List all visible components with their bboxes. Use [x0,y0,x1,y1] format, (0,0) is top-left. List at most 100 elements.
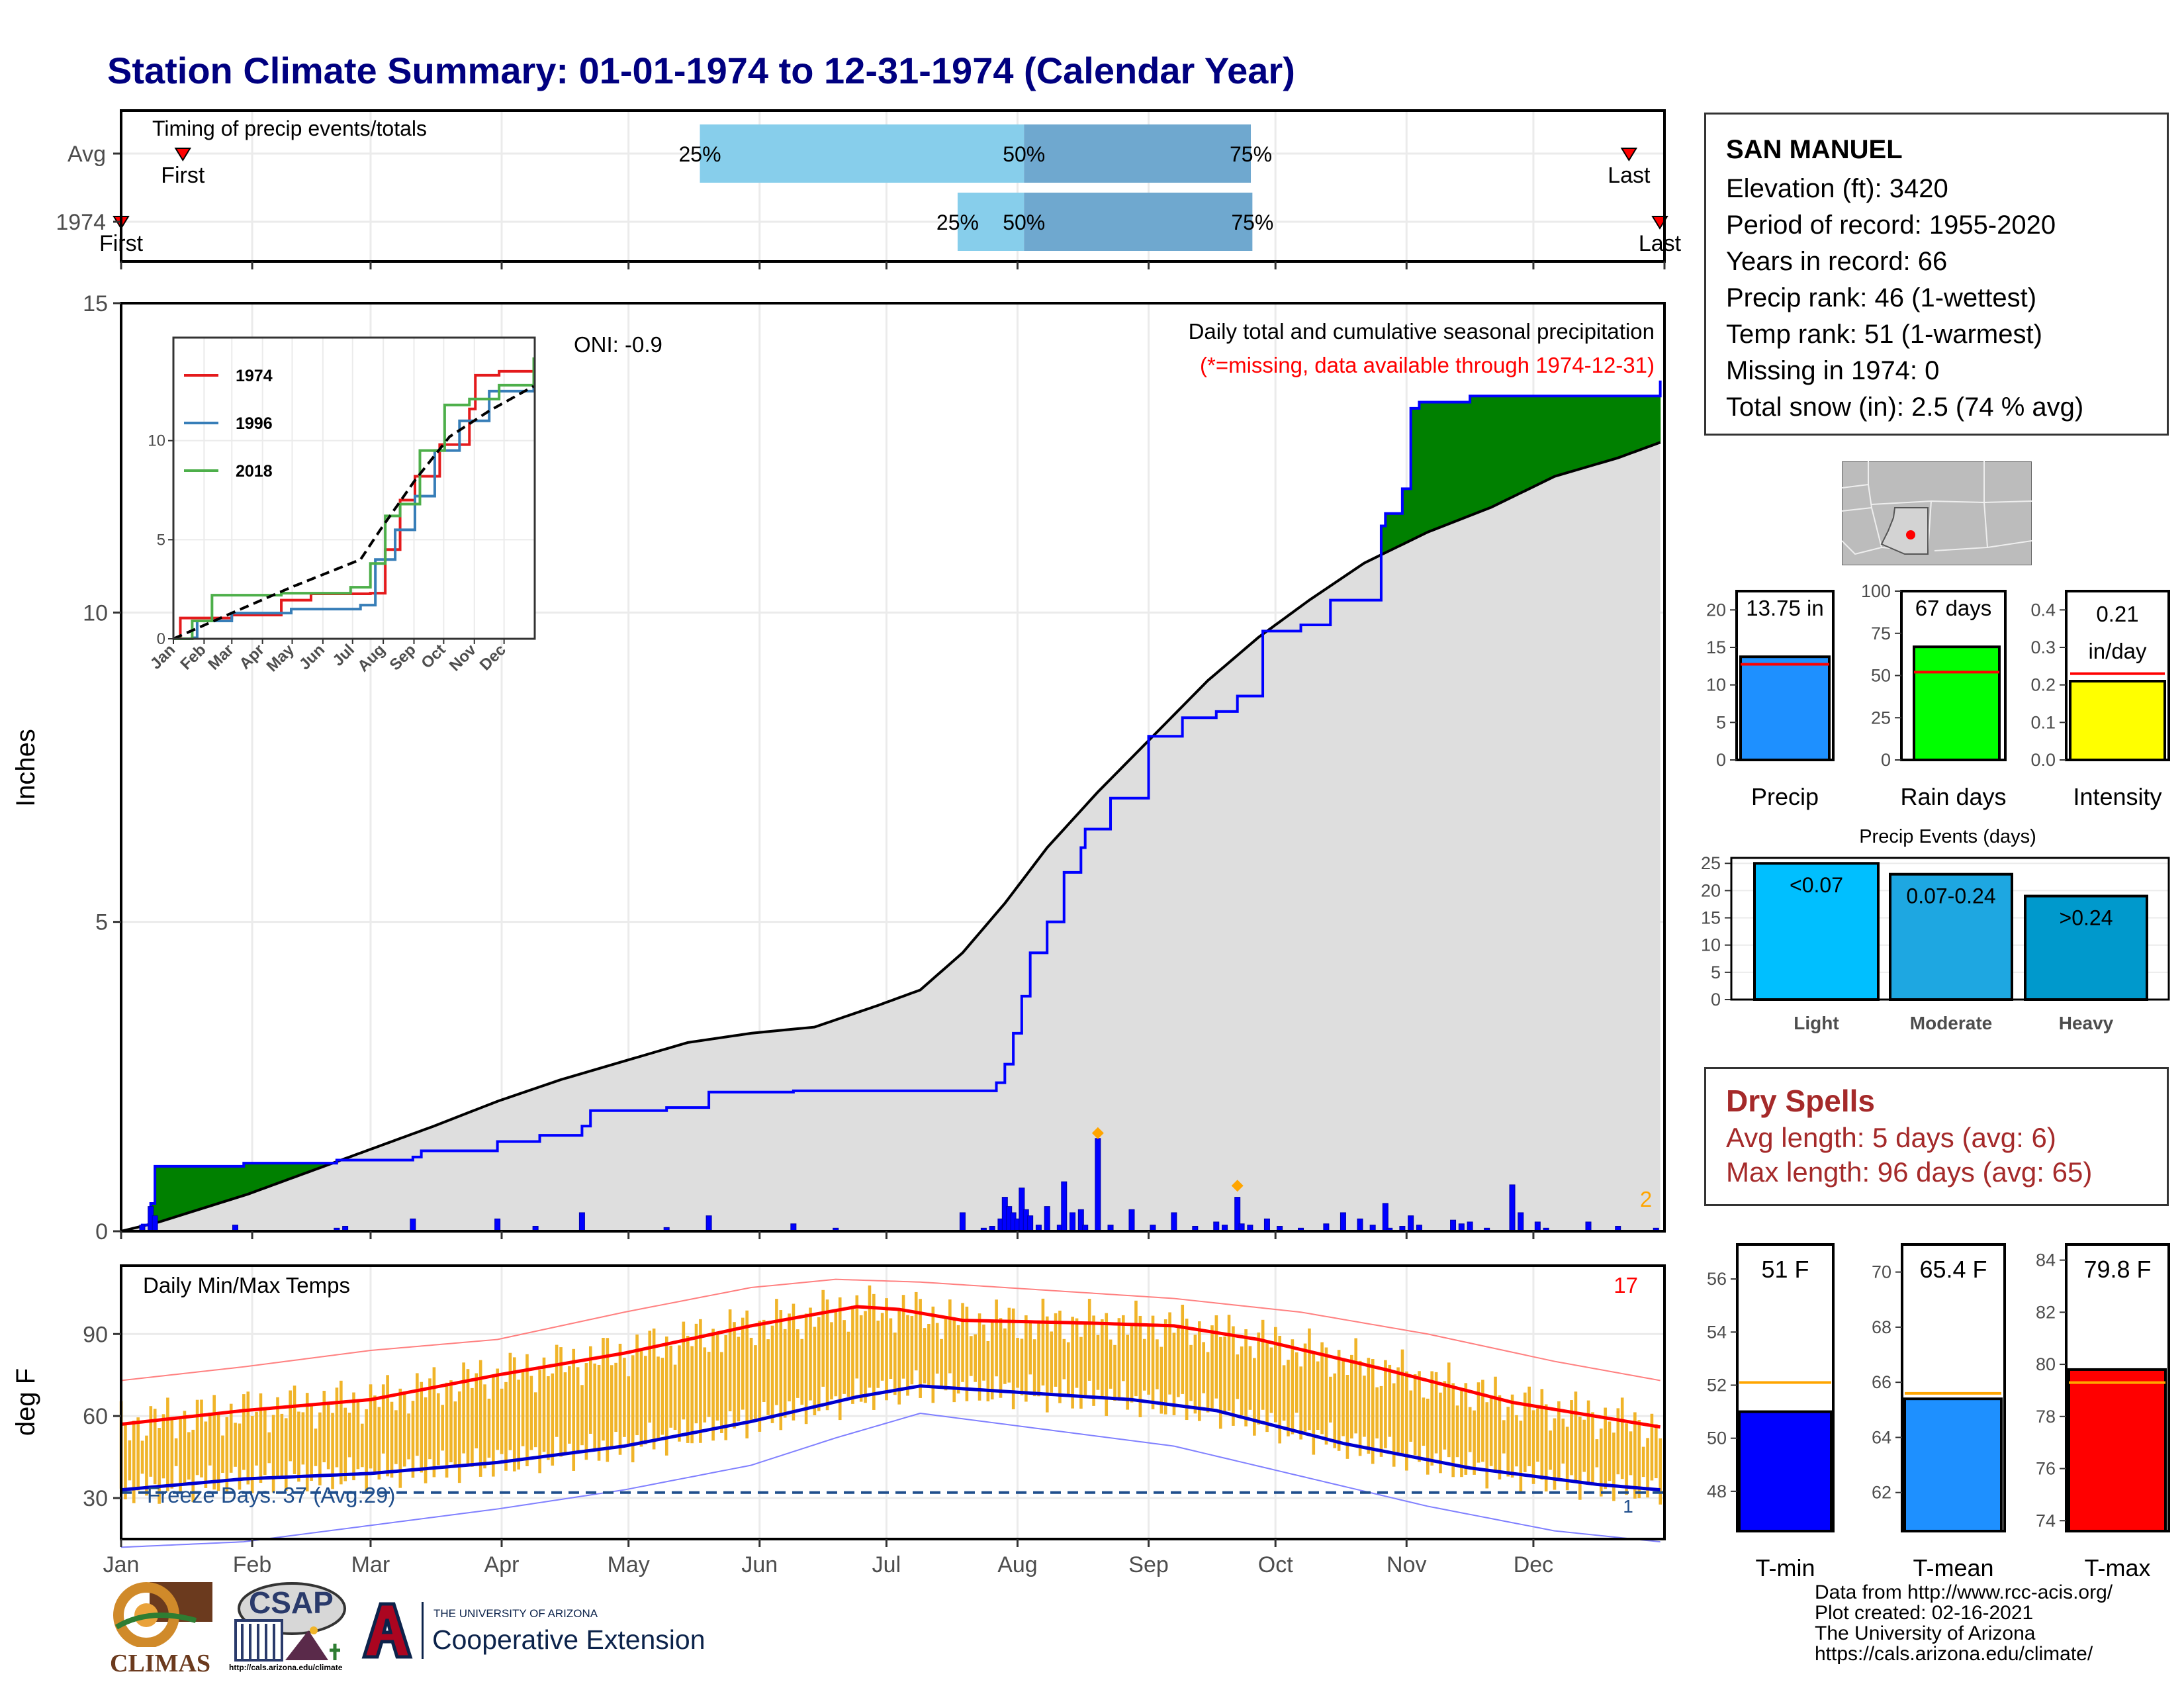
temp-x-tick-label: Sep [1128,1552,1169,1577]
daily-temp-bar [360,1423,364,1468]
daily-temp-bar [381,1384,385,1454]
daily-temp-bar [893,1333,897,1395]
daily-temp-bar [547,1376,550,1460]
station-info-box: SAN MANUEL Elevation (ft): 3420 Period o… [1704,113,2169,436]
daily-temp-bar [432,1367,436,1477]
above-normal-area [159,1166,164,1222]
daily-temp-bar [796,1329,799,1398]
daily-temp-bar [1506,1407,1510,1477]
daily-temp-bar [724,1335,728,1440]
temp-x-tick-label: May [608,1552,650,1577]
daily-temp-bar [1016,1338,1019,1388]
daily-temp-bar [897,1308,901,1405]
temp-bottom-count: 1 [1623,1496,1633,1517]
daily-temp-bar [1515,1415,1518,1467]
daily-temp-bar [441,1405,444,1451]
t-max-value-label: 79.8 F [2083,1256,2151,1283]
daily-temp-bar [1443,1381,1447,1450]
inset-series-line [173,366,535,640]
daily-temp-bar [842,1320,846,1394]
precip-events-y-tick-label: 0 [1711,990,1721,1009]
above-normal-area [244,1163,249,1196]
daily-temp-bar [817,1317,821,1411]
daily-temp-bar [542,1357,546,1452]
daily-temp-bar [365,1409,368,1493]
precip-events-border [1730,857,2170,1001]
daily-temp-bar [529,1376,533,1450]
daily-temp-bar [221,1435,224,1474]
daily-temp-bar [170,1420,174,1489]
daily-temp-bar [394,1410,398,1464]
above-normal-area [218,1166,223,1203]
precip-total-bar [1739,655,1831,762]
daily-temp-bar [420,1382,424,1473]
daily-temp-bar [1223,1336,1226,1413]
daily-temp-bar [1612,1432,1615,1501]
university-a-icon [361,1602,413,1659]
above-normal-area [1449,402,1454,524]
daily-temp-bar [280,1413,284,1477]
above-normal-area [1596,396,1602,465]
daily-temp-bar [1181,1304,1185,1394]
daily-temp-bar [1510,1394,1514,1478]
daily-temp-bar [1655,1424,1658,1479]
above-normal-area [1495,396,1500,506]
daily-temp-bar [944,1316,948,1391]
daily-temp-bar [1269,1347,1273,1413]
page-title: Station Climate Summary: 01-01-1974 to 1… [107,50,1295,91]
timing-row-label: Avg [68,142,106,167]
intensity-value-label: 0.21 [2096,602,2138,626]
daily-temp-bar [1160,1346,1163,1414]
daily-temp-bar [1358,1360,1362,1456]
station-precip-rank: Precip rank: 46 (1-wettest) [1726,283,2037,312]
precip-y-tick-label: 15 [83,291,108,316]
daily-temp-bar [1337,1350,1341,1451]
daily-temp-bar [1050,1331,1053,1393]
daily-temp-bar [453,1401,457,1467]
daily-temp-bar [1388,1364,1392,1437]
daily-temp-bar [1625,1423,1628,1495]
precip-events-category: Moderate [1910,1013,1992,1033]
daily-temp-bar [1232,1326,1235,1426]
above-normal-area [269,1163,274,1187]
daily-temp-bar [1206,1352,1210,1413]
daily-temp-bar [1531,1410,1535,1484]
daily-temp-bar [263,1410,267,1476]
daily-temp-bar [1087,1299,1091,1381]
daily-temp-bar [830,1322,833,1400]
dry-spells-box: Dry Spells Avg length: 5 days (avg: 6) M… [1704,1067,2169,1206]
timing-bar-25-50 [700,124,1024,183]
above-normal-area [214,1166,219,1205]
precip-chart-title: Daily total and cumulative seasonal prec… [1189,319,1655,344]
location-map [1842,461,2032,565]
precip-events-bar [1753,862,1880,1001]
daily-temp-bar [475,1373,478,1448]
above-normal-area [290,1163,295,1179]
daily-temp-bar [1620,1397,1624,1479]
daily-temp-bar [859,1315,863,1402]
daily-temp-bar [1071,1317,1074,1409]
daily-temp-bar [478,1360,482,1477]
daily-temp-bar [445,1382,449,1478]
daily-temp-bar [293,1385,296,1474]
intensity-y-tick-label: 0.3 [2030,637,2056,657]
daily-temp-bar [124,1425,127,1500]
above-normal-area [248,1163,253,1194]
t-min-bar [1738,1410,1833,1532]
daily-temp-bar [1646,1438,1649,1498]
daily-temp-bar [132,1421,136,1503]
daily-temp-bar [340,1380,343,1485]
temp-x-tick-label: Jun [741,1552,778,1577]
above-normal-area [281,1163,287,1182]
t-mean-y-tick-label: 62 [1872,1483,1891,1503]
inset-legend-label: 2018 [236,462,273,481]
rain-days-y-tick-label: 25 [1871,708,1891,727]
daily-temp-bar [1156,1339,1159,1389]
precip-y-tick-label: 10 [83,600,108,626]
above-normal-area [1656,396,1661,444]
daily-temp-bar [1058,1310,1062,1403]
daily-temp-bar [673,1364,677,1430]
above-normal-area [1423,402,1428,534]
daily-temp-bar [914,1291,918,1371]
daily-temp-bar [1485,1402,1489,1489]
